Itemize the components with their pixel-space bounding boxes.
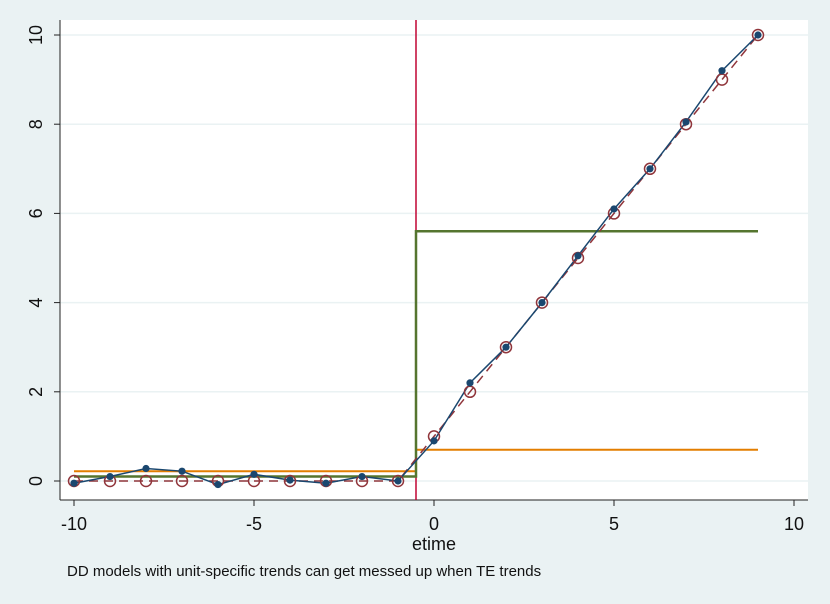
point-observed [430, 437, 438, 445]
point-observed [718, 67, 726, 75]
y-tick-label: 2 [26, 387, 46, 397]
point-observed [394, 477, 402, 485]
point-observed [754, 31, 762, 39]
point-fitted [391, 474, 405, 488]
x-tick-label: 10 [784, 514, 804, 534]
point-observed [502, 343, 510, 351]
point-observed [250, 470, 258, 478]
point-fitted [175, 474, 189, 488]
point-observed [538, 299, 546, 307]
x-tick-label: 5 [609, 514, 619, 534]
point-observed [286, 476, 294, 484]
point-observed [178, 467, 186, 475]
series-line-observed [73, 34, 759, 486]
point-fitted [535, 296, 549, 309]
point-observed [466, 379, 474, 387]
point-fitted [751, 28, 765, 42]
point-fitted [499, 340, 513, 354]
point-fitted [283, 474, 297, 488]
y-tick-label: 10 [26, 25, 46, 45]
y-tick-label: 8 [26, 119, 46, 129]
point-observed [142, 464, 150, 473]
point-observed [610, 205, 618, 213]
y-tick-label: 6 [26, 208, 46, 218]
point-observed [682, 118, 690, 126]
point-observed [574, 252, 582, 260]
point-observed [106, 472, 114, 481]
point-observed [358, 472, 366, 481]
point-observed [70, 479, 78, 487]
point-fitted [643, 162, 657, 176]
point-observed [214, 480, 222, 489]
point-fitted [139, 474, 153, 488]
y-tick-label: 0 [26, 476, 46, 486]
x-tick-label: -5 [246, 514, 262, 534]
point-observed [322, 479, 330, 487]
x-tick-label: -10 [61, 514, 87, 534]
x-tick-label: 0 [429, 514, 439, 534]
chart-note: DD models with unit-specific trends can … [67, 563, 541, 580]
y-tick-label: 4 [26, 298, 46, 308]
x-axis-title: etime [412, 534, 456, 554]
point-observed [646, 165, 654, 173]
plot-area [60, 20, 808, 500]
